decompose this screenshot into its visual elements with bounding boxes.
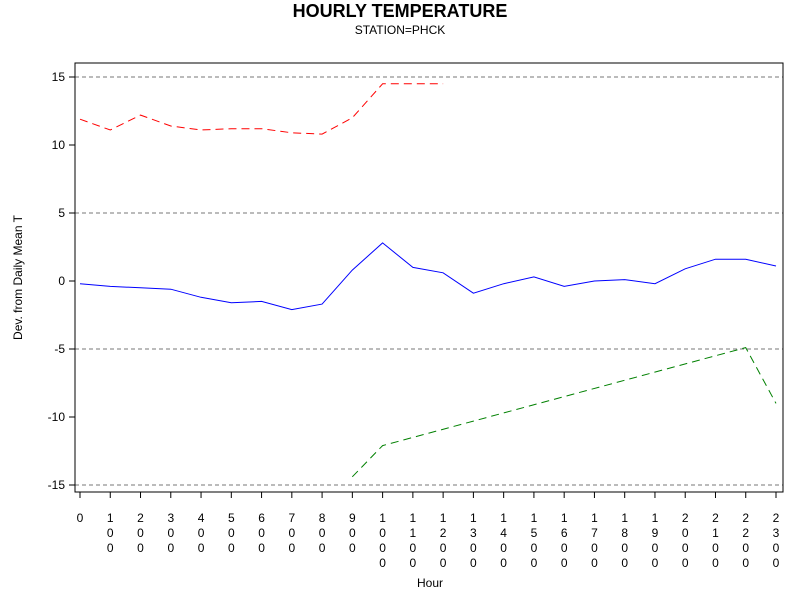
y-axis-ticks: 15 10 5 0 -5 -10 -15: [48, 70, 75, 492]
chart-title: HOURLY TEMPERATURE: [292, 1, 508, 21]
series-lines: [79, 83, 777, 478]
x-axis-label: Hour: [417, 576, 443, 590]
x-tick-label: 0: [77, 511, 84, 525]
chart-subtitle: STATION=PHCK: [354, 23, 446, 37]
reference-lines: [75, 76, 783, 486]
y-tick-label: 0: [58, 274, 65, 288]
series-line-3: [351, 347, 777, 478]
y-tick-label: -15: [48, 478, 66, 492]
series-line-2: [79, 242, 777, 311]
x-axis-ticks: 0 1 0 0 2 0 0 3 0 0 4 0 0 5 0 0 6 0 0 7 0 0 8 0 0 9 0 0 1 0 0 0 1 1 0 0 1 2 0 0…: [77, 492, 780, 570]
y-tick-label: 5: [58, 206, 65, 220]
series-line-1: [79, 83, 444, 135]
y-tick-label: -5: [54, 342, 65, 356]
y-tick-label: 10: [52, 138, 66, 152]
y-axis-label: Dev. from Daily Mean T: [11, 214, 25, 340]
y-tick-label: 15: [52, 70, 66, 84]
y-tick-label: -10: [48, 410, 66, 424]
plot-frame: [74, 62, 784, 493]
